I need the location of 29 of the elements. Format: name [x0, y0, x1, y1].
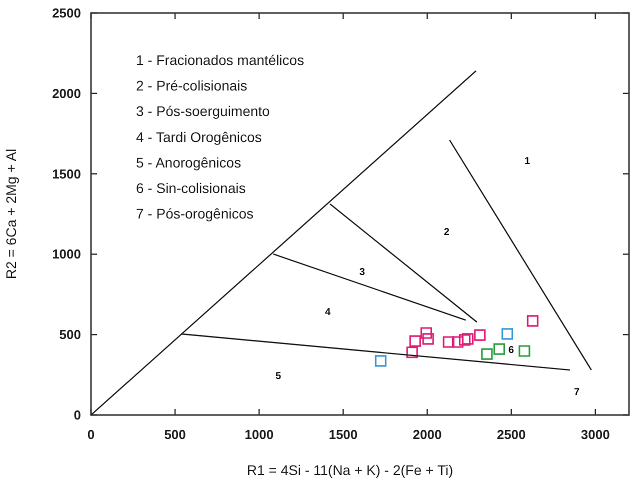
x-axis-title: R1 = 4Si - 11(Na + K) - 2(Fe + Ti): [246, 462, 454, 478]
x-tick-label: 1000: [244, 427, 274, 442]
y-tick-label: 1000: [52, 246, 81, 262]
y-axis-title: R2 = 6Ca + 2Mg + Al: [3, 148, 19, 280]
annotation: 4: [324, 306, 331, 318]
y-tick-label: 2500: [52, 6, 81, 20]
annotation: 6 - Sin-colisionais: [136, 180, 246, 196]
annotation: 3 - Pós-soerguimento: [136, 103, 270, 120]
x-tick-label: 3000: [580, 427, 610, 442]
annotation: 2 - Pré-colisionais: [136, 78, 248, 94]
y-tick-label: 0: [74, 408, 81, 422]
annotation: 5 - Anorogênicos: [136, 154, 242, 170]
x-tick-label: 2500: [496, 427, 526, 442]
x-tick-label: 500: [164, 427, 186, 442]
x-tick-label: 0: [87, 427, 95, 442]
annotation: 3: [359, 267, 366, 278]
annotation: 2: [444, 226, 450, 238]
annotation: 1: [524, 156, 531, 168]
x-tick-label: 2000: [412, 427, 442, 442]
x-tick-label: 1500: [328, 427, 358, 442]
y-tick-label: 1500: [52, 166, 81, 182]
annotation: 4 - Tardi Orogênicos: [136, 128, 262, 145]
annotation: 6: [508, 345, 514, 356]
y-tick-label: 2000: [52, 86, 81, 101]
annotation: 5: [275, 370, 282, 382]
annotation: 7 - Pós-orogênicos: [136, 206, 254, 222]
annotation: 7: [574, 386, 580, 398]
annotation: 1 - Fracionados mantélicos: [136, 52, 304, 68]
y-tick-label: 500: [59, 327, 81, 342]
